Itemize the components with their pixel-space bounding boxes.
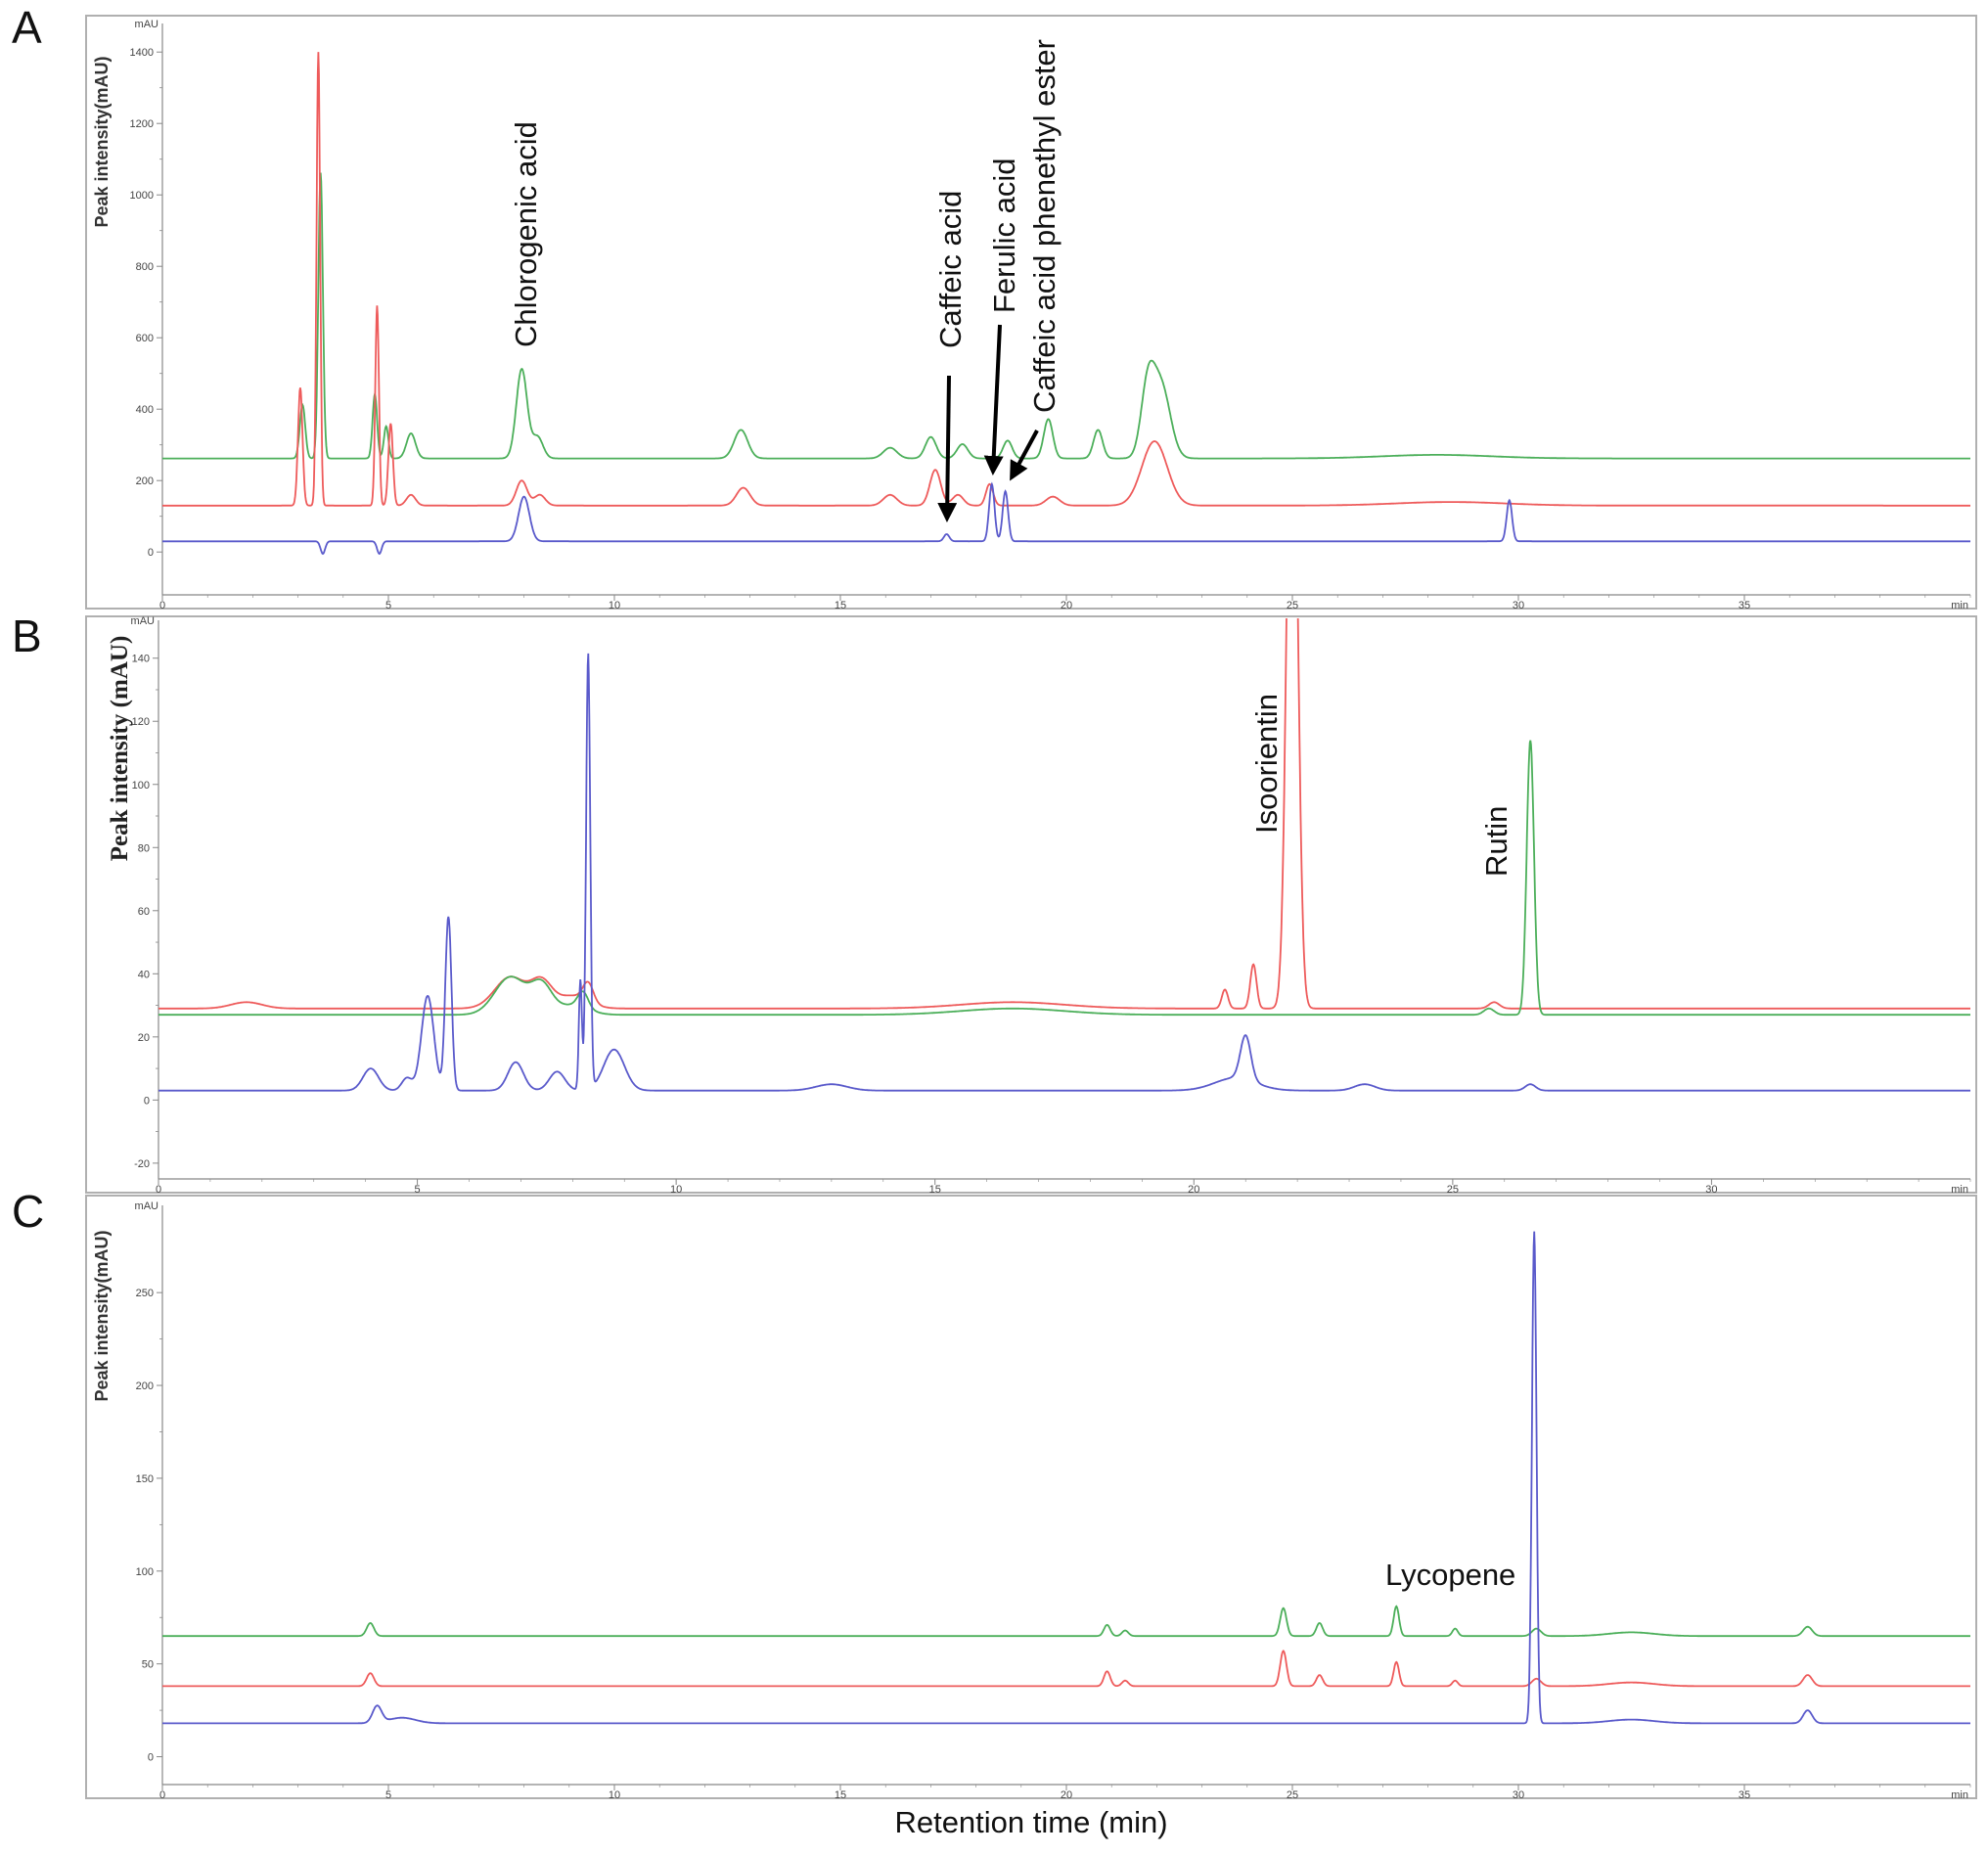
x-tick-label: 0 [159, 600, 165, 611]
series-line-green [162, 1605, 1970, 1638]
y-tick-label: 1200 [130, 118, 154, 130]
y-unit-label: mAU [135, 1200, 159, 1212]
y-tick-label: 600 [136, 333, 154, 344]
x-tick-label: 25 [1287, 1789, 1298, 1801]
y-tick-label: 400 [136, 404, 154, 416]
x-tick-label: 0 [159, 1789, 165, 1801]
peak-annotation: Ferulic acid [987, 158, 1021, 314]
y-tick-label: 140 [132, 654, 150, 665]
x-tick-label: 5 [385, 600, 391, 611]
y-tick-label: 100 [132, 780, 150, 792]
x-tick-label: 20 [1061, 600, 1072, 611]
series-line-blue [162, 1231, 1970, 1725]
x-axis-title: Retention time (min) [894, 1805, 1167, 1839]
annotation-arrow [937, 375, 958, 522]
panel-frame [85, 15, 1977, 610]
series-line-red [158, 618, 1970, 1010]
panel-letter: C [12, 1186, 44, 1237]
y-axis-title: Peak intensity(mAU) [92, 1230, 112, 1401]
peak-annotation: Isoorientin [1249, 694, 1284, 834]
y-tick-label: 250 [136, 1288, 154, 1299]
annotation-arrow [1010, 430, 1039, 481]
x-tick-label: 0 [156, 1184, 161, 1196]
y-tick-label: 800 [136, 261, 154, 273]
x-tick-label: 25 [1447, 1184, 1459, 1196]
y-tick-label: 40 [138, 969, 150, 980]
chart-panel-a: A 0 200 400 600 800 1000 1200 1400 mAU 0 5 10 15 20 25 3… [12, 2, 1977, 611]
x-tick-label: 20 [1061, 1789, 1072, 1801]
y-tick-label: 1000 [130, 190, 154, 202]
y-tick-label: 1400 [130, 47, 154, 59]
y-tick-label: 0 [144, 1095, 150, 1107]
y-tick-label: 0 [148, 1752, 154, 1764]
x-unit-label: min [1951, 600, 1968, 611]
x-tick-label: 5 [415, 1184, 421, 1196]
y-tick-label: 20 [138, 1032, 150, 1044]
peak-annotation: Chlorogenic acid [509, 121, 543, 347]
annotation-arrow [983, 324, 1004, 475]
y-tick-label: 50 [142, 1659, 154, 1671]
y-axis-title: Peak intensity (mAU) [107, 636, 133, 862]
x-tick-label: 10 [609, 600, 620, 611]
y-tick-label: -20 [134, 1158, 150, 1170]
y-tick-label: 100 [136, 1566, 154, 1578]
chart-panel-b: B -20 0 20 40 60 80 100 120 140 mAU 0 5 10 15 20 25 30 min… [12, 611, 1977, 1196]
series-line-blue [162, 481, 1970, 556]
y-tick-label: 0 [148, 547, 154, 559]
y-tick-label: 80 [138, 842, 150, 854]
x-tick-label: 25 [1287, 600, 1298, 611]
y-unit-label: mAU [131, 615, 156, 627]
series-line-red [162, 52, 1970, 507]
y-tick-label: 60 [138, 906, 150, 918]
series-line-red [162, 1650, 1970, 1688]
x-tick-label: 10 [670, 1184, 682, 1196]
y-unit-label: mAU [135, 19, 159, 30]
peak-annotation: Lycopene [1385, 1558, 1515, 1592]
x-tick-label: 15 [835, 1789, 846, 1801]
panel-letter: A [12, 2, 42, 53]
x-unit-label: min [1951, 1789, 1968, 1801]
series-line-green [162, 172, 1970, 460]
series-line-blue [158, 653, 1970, 1092]
x-tick-label: 15 [929, 1184, 941, 1196]
x-tick-label: 30 [1513, 600, 1524, 611]
panel-frame [85, 1195, 1977, 1799]
x-tick-label: 15 [835, 600, 846, 611]
x-tick-label: 35 [1739, 600, 1750, 611]
peak-annotation: Caffeic acid [933, 191, 968, 348]
x-tick-label: 10 [609, 1789, 620, 1801]
series-line-green [158, 740, 1970, 1017]
x-tick-label: 20 [1188, 1184, 1199, 1196]
x-tick-label: 30 [1513, 1789, 1524, 1801]
y-tick-label: 120 [132, 716, 150, 728]
peak-annotation: Caffeic acid phenethyl ester [1027, 39, 1062, 413]
peak-annotation: Rutin [1479, 806, 1514, 877]
y-axis-title: Peak intensity(mAU) [92, 56, 112, 227]
x-tick-label: 30 [1705, 1184, 1717, 1196]
y-tick-label: 150 [136, 1473, 154, 1485]
y-tick-label: 200 [136, 1380, 154, 1392]
x-unit-label: min [1951, 1184, 1968, 1196]
panel-letter: B [12, 611, 42, 661]
panel-frame [85, 615, 1977, 1194]
x-tick-label: 35 [1739, 1789, 1750, 1801]
y-tick-label: 200 [136, 475, 154, 487]
x-tick-label: 5 [385, 1789, 391, 1801]
